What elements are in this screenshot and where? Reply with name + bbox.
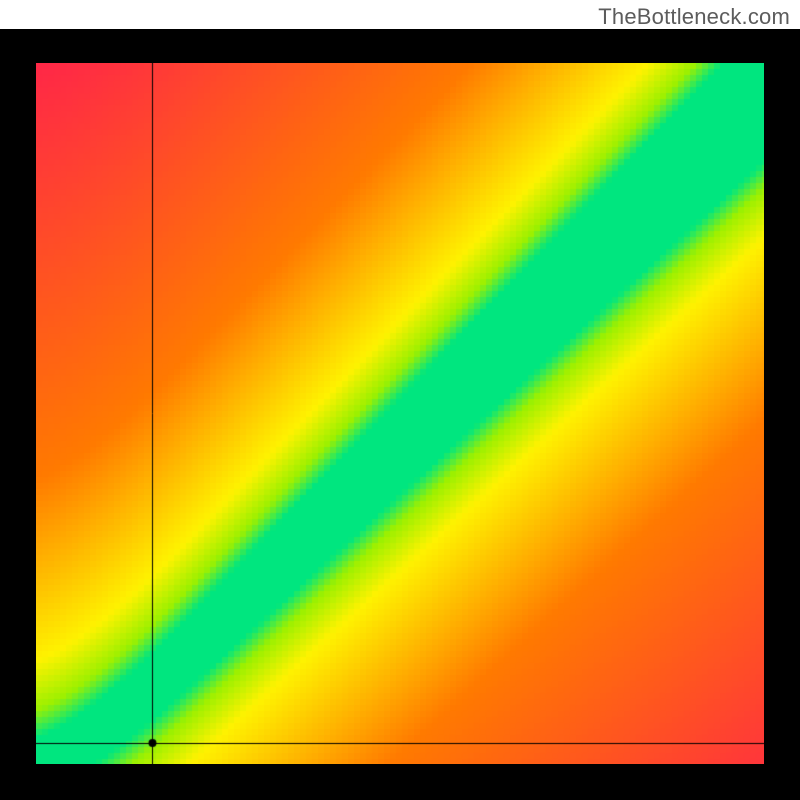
chart-frame [0,29,800,800]
heatmap-canvas [36,63,764,764]
watermark-text: TheBottleneck.com [598,4,790,30]
